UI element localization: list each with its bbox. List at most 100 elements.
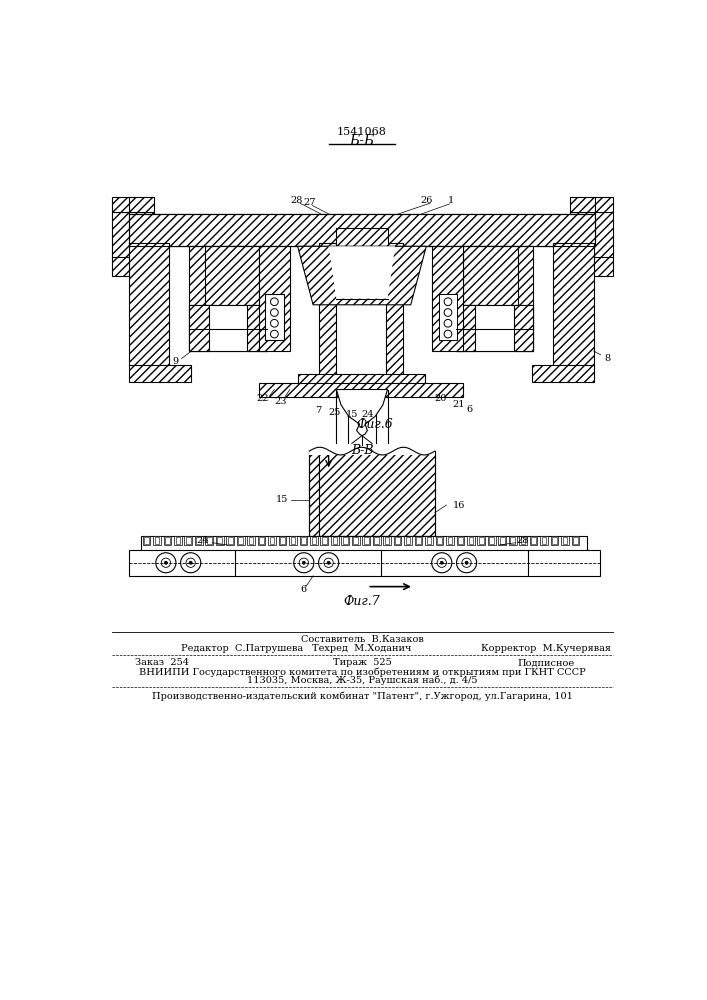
Circle shape [444, 330, 452, 338]
Circle shape [293, 553, 314, 573]
Bar [437, 537, 442, 544]
Circle shape [271, 309, 279, 316]
Text: 27: 27 [303, 198, 315, 207]
Bar [571, 197, 613, 212]
Text: 23: 23 [274, 397, 287, 406]
Polygon shape [298, 246, 426, 305]
Circle shape [324, 558, 333, 567]
Circle shape [444, 319, 452, 327]
Bar [416, 537, 421, 544]
Bar [189, 305, 209, 351]
Text: 28: 28 [516, 536, 529, 545]
Bar [143, 536, 151, 545]
Bar [320, 243, 337, 382]
Bar [195, 536, 203, 545]
Bar [404, 536, 412, 545]
Bar [175, 537, 180, 544]
Polygon shape [329, 246, 395, 299]
Bar [373, 536, 380, 545]
Circle shape [462, 558, 472, 567]
Bar [238, 537, 243, 544]
Bar [385, 537, 390, 544]
Text: 8: 8 [604, 354, 611, 363]
Bar [312, 537, 316, 544]
Bar [554, 243, 594, 366]
Bar [458, 537, 462, 544]
Circle shape [319, 553, 339, 573]
Text: 1541068: 1541068 [337, 127, 387, 137]
Circle shape [437, 558, 446, 567]
Bar [448, 537, 452, 544]
Polygon shape [337, 389, 387, 436]
Bar [540, 536, 548, 545]
Text: Подписное: Подписное [517, 658, 574, 667]
Bar [438, 294, 457, 340]
Bar [436, 536, 443, 545]
Bar [489, 537, 494, 544]
Circle shape [457, 553, 477, 573]
Bar [216, 536, 223, 545]
Bar [247, 305, 267, 351]
Circle shape [444, 298, 452, 306]
Bar [582, 257, 613, 276]
Text: 6: 6 [467, 405, 473, 414]
Text: Корректор  М.Кучерявая: Корректор М.Кучерявая [481, 644, 611, 653]
Bar [237, 536, 245, 545]
Text: 25: 25 [329, 408, 341, 417]
Bar [301, 537, 305, 544]
Bar [456, 246, 533, 351]
Bar [426, 537, 431, 544]
Bar [155, 537, 159, 544]
Bar [542, 537, 547, 544]
Bar [228, 537, 233, 544]
Bar [226, 536, 234, 545]
Bar [510, 537, 515, 544]
Bar [386, 243, 403, 382]
Bar [394, 536, 402, 545]
Text: ВНИИПИ Государственного комитета по изобретениям и открытиям при ГКНТ СССР: ВНИИПИ Государственного комитета по изоб… [139, 667, 585, 677]
Bar [456, 305, 475, 351]
Bar [395, 537, 400, 544]
Text: Заказ  254: Заказ 254 [135, 658, 189, 667]
Circle shape [444, 309, 452, 316]
Circle shape [465, 561, 468, 564]
Circle shape [432, 553, 452, 573]
Bar [279, 536, 286, 545]
Circle shape [161, 558, 170, 567]
Bar [300, 536, 308, 545]
Bar [414, 536, 422, 545]
Text: 26: 26 [421, 196, 433, 205]
Bar [469, 537, 473, 544]
Circle shape [271, 298, 279, 306]
Bar [144, 537, 149, 544]
Bar [425, 536, 433, 545]
Text: Техред  М.Ходанич: Техред М.Ходанич [312, 644, 411, 653]
Bar [464, 246, 518, 305]
Text: Тираж  525: Тираж 525 [332, 658, 392, 667]
Bar [249, 537, 253, 544]
Text: Редактор  С.Патрушева: Редактор С.Патрушева [182, 644, 303, 653]
Bar [467, 536, 474, 545]
Bar [259, 383, 464, 397]
Bar [309, 451, 319, 536]
Bar [280, 537, 285, 544]
Bar [112, 257, 143, 276]
Bar [521, 537, 525, 544]
Bar [488, 536, 496, 545]
Bar [258, 536, 265, 545]
Bar [207, 537, 211, 544]
Bar [189, 246, 267, 351]
Bar [153, 536, 160, 545]
Bar [129, 214, 595, 246]
Text: 16: 16 [452, 500, 465, 510]
Bar [310, 536, 317, 545]
Bar [519, 536, 527, 545]
Bar [343, 537, 348, 544]
Bar [477, 536, 485, 545]
Bar [289, 536, 297, 545]
Bar [446, 536, 454, 545]
Bar [573, 537, 578, 544]
Bar [112, 212, 154, 259]
Bar [270, 537, 274, 544]
Bar [112, 197, 154, 212]
